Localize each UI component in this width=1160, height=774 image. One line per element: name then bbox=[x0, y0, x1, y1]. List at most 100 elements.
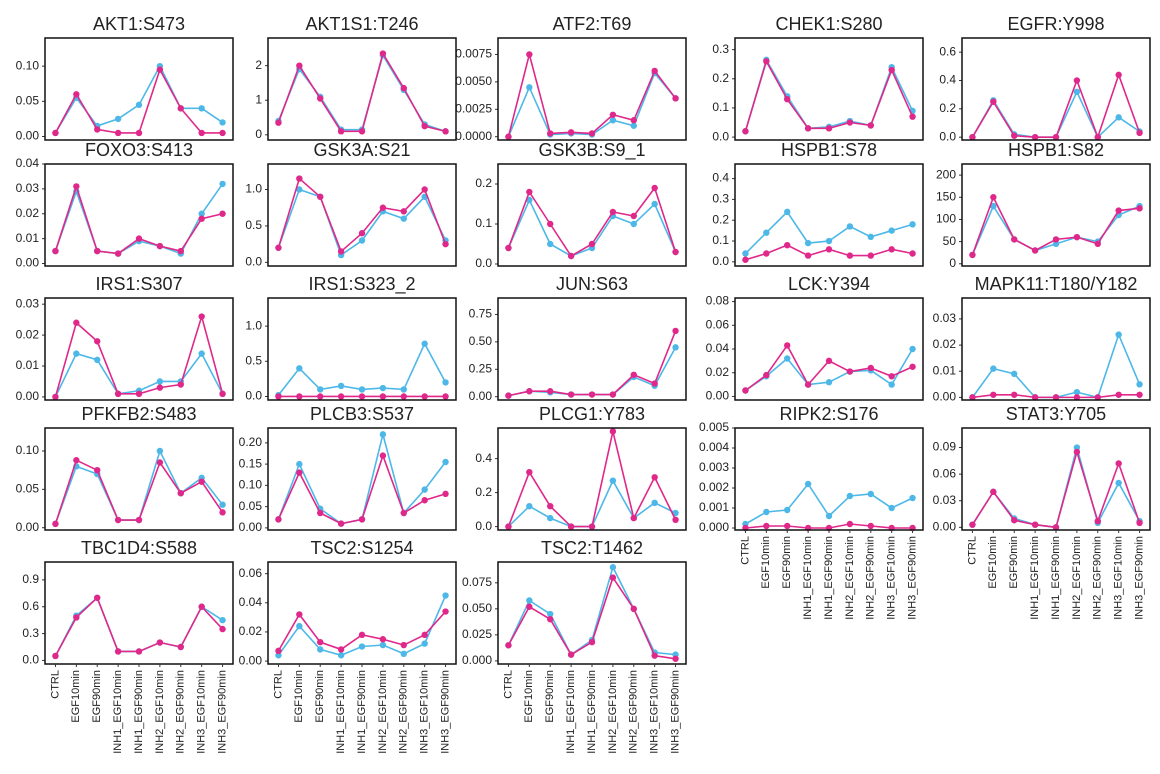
mean-point bbox=[358, 516, 366, 523]
y-tick-label: 0.50 bbox=[469, 334, 493, 348]
mean-point bbox=[114, 516, 122, 524]
panel-frame bbox=[267, 37, 457, 141]
mean-point bbox=[421, 497, 428, 504]
panel-title: MAPK11:T180/Y182 bbox=[975, 274, 1138, 294]
mean-point bbox=[219, 210, 226, 217]
mean-point bbox=[317, 509, 324, 517]
mean-point bbox=[990, 365, 997, 372]
y-tick-label: 150 bbox=[936, 189, 956, 203]
panel-frame bbox=[44, 427, 234, 531]
mean-point bbox=[400, 215, 407, 222]
y-tick-label: 0.00 bbox=[16, 256, 40, 270]
mean-point bbox=[379, 431, 387, 438]
mean-point bbox=[742, 128, 749, 135]
mean-point bbox=[317, 638, 324, 646]
series-line bbox=[971, 89, 1141, 139]
mean-point bbox=[547, 220, 554, 228]
series-line bbox=[508, 330, 677, 397]
mean-point bbox=[990, 194, 997, 201]
y-tick-label: 0.05 bbox=[239, 499, 263, 513]
mean-point bbox=[825, 246, 833, 253]
series-line bbox=[54, 596, 224, 657]
mean-point bbox=[337, 652, 345, 659]
mean-point bbox=[177, 381, 184, 388]
mean-point bbox=[198, 313, 205, 320]
mean-point bbox=[317, 386, 324, 393]
mean-point bbox=[1115, 460, 1122, 467]
x-tick-label: INH2_EGF10min bbox=[154, 670, 166, 754]
panel-title: CHEK1:S280 bbox=[775, 14, 882, 34]
x-tick-label: INH1_EGF90min bbox=[1050, 536, 1062, 620]
mean-point bbox=[400, 509, 407, 517]
mean-point bbox=[219, 509, 226, 516]
mean-point bbox=[198, 215, 205, 222]
mean-point bbox=[567, 651, 575, 658]
y-tick-label: 0.005 bbox=[699, 420, 729, 434]
mean-point bbox=[1073, 394, 1081, 401]
series-line bbox=[507, 431, 677, 528]
mean-point bbox=[1031, 247, 1039, 254]
series-line bbox=[508, 346, 677, 397]
x-tick-label: INH1_EGF10min bbox=[112, 670, 124, 754]
y-tick-label: 0.6 bbox=[939, 44, 956, 58]
mean-point bbox=[219, 180, 226, 188]
mean-point bbox=[94, 466, 101, 474]
mean-point bbox=[804, 239, 812, 247]
panel-frame bbox=[961, 163, 1151, 267]
x-tick-label: INH3_EGF90min bbox=[1133, 536, 1145, 620]
y-tick-label: 0.00 bbox=[16, 129, 40, 143]
y-tick-label: 0 bbox=[255, 127, 262, 141]
mean-point bbox=[784, 96, 791, 103]
y-tick-label: 0.3 bbox=[712, 192, 729, 206]
series-line bbox=[277, 188, 447, 257]
mean-point bbox=[1052, 394, 1060, 401]
x-tick-label: EGF90min bbox=[781, 536, 793, 589]
mean-point bbox=[763, 58, 770, 65]
y-tick-label: 0.9 bbox=[22, 572, 39, 586]
mean-point bbox=[990, 202, 997, 210]
mean-point bbox=[651, 67, 658, 75]
x-tick-label: INH2_EGF10min bbox=[844, 536, 856, 620]
mean-point bbox=[763, 250, 770, 257]
mean-point bbox=[317, 646, 324, 653]
mean-point bbox=[672, 327, 679, 335]
mean-point bbox=[421, 393, 428, 400]
mean-point bbox=[114, 390, 122, 398]
panel-frame bbox=[44, 163, 234, 267]
x-tick-label: CTRL bbox=[49, 670, 61, 699]
y-tick-label: 0.6 bbox=[22, 599, 39, 613]
mean-point bbox=[135, 648, 143, 655]
mean-point bbox=[275, 516, 282, 523]
mean-point bbox=[442, 592, 449, 599]
y-tick-label: 0.04 bbox=[239, 595, 263, 609]
mean-point bbox=[52, 393, 59, 401]
mean-point bbox=[990, 98, 997, 105]
mean-point bbox=[526, 469, 533, 476]
mean-point bbox=[630, 122, 637, 129]
mean-point bbox=[177, 489, 184, 497]
mean-point bbox=[909, 345, 916, 353]
mean-point bbox=[547, 610, 554, 618]
series-line bbox=[54, 64, 224, 134]
mean-point bbox=[296, 611, 303, 618]
mean-point bbox=[651, 200, 658, 208]
panel-frame bbox=[267, 163, 457, 267]
mean-point bbox=[846, 520, 854, 528]
y-tick-label: 0.02 bbox=[933, 337, 957, 351]
mean-point bbox=[358, 643, 366, 650]
mean-point bbox=[672, 509, 679, 517]
mean-point bbox=[784, 522, 791, 530]
y-tick-label: 0.0050 bbox=[455, 74, 492, 88]
x-tick-label: INH2_EGF90min bbox=[175, 670, 187, 754]
mean-point bbox=[609, 391, 617, 398]
mean-point bbox=[784, 355, 791, 362]
mean-point bbox=[358, 128, 366, 135]
mean-point bbox=[526, 84, 533, 91]
mean-point bbox=[219, 501, 226, 508]
mean-point bbox=[94, 594, 101, 601]
mean-point bbox=[609, 574, 617, 581]
mean-point bbox=[742, 256, 749, 263]
y-tick-label: 0.002 bbox=[699, 480, 729, 494]
mean-point bbox=[177, 105, 184, 112]
